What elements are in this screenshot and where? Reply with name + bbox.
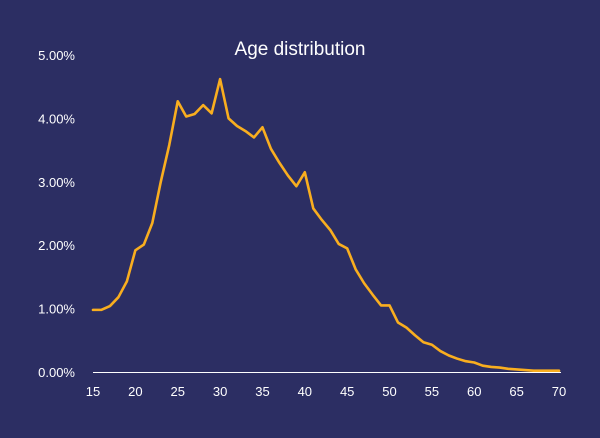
x-tick-label: 25: [170, 384, 184, 399]
x-tick-label: 35: [255, 384, 269, 399]
x-axis-ticks: 15 20 25 30 35 40 45 50 55 60 65 70: [86, 384, 566, 399]
x-tick-label: 70: [552, 384, 566, 399]
chart-title: Age distribution: [235, 39, 366, 60]
y-tick-label: 4.00%: [38, 111, 75, 126]
x-tick-label: 40: [298, 384, 312, 399]
x-tick-label: 50: [382, 384, 396, 399]
x-tick-label: 60: [467, 384, 481, 399]
x-tick-label: 55: [425, 384, 439, 399]
y-tick-label: 3.00%: [38, 175, 75, 190]
x-tick-label: 45: [340, 384, 354, 399]
y-axis-ticks: 0.00% 1.00% 2.00% 3.00% 4.00% 5.00%: [38, 48, 75, 380]
x-tick-label: 20: [128, 384, 142, 399]
x-tick-label: 15: [86, 384, 100, 399]
y-tick-label: 2.00%: [38, 238, 75, 253]
y-tick-label: 1.00%: [38, 302, 75, 317]
y-tick-label: 0.00%: [38, 365, 75, 380]
x-tick-label: 65: [509, 384, 523, 399]
series-layer: [91, 77, 561, 373]
series-line-0: [91, 77, 561, 373]
y-tick-label: 5.00%: [38, 48, 75, 63]
x-tick-label: 30: [213, 384, 227, 399]
